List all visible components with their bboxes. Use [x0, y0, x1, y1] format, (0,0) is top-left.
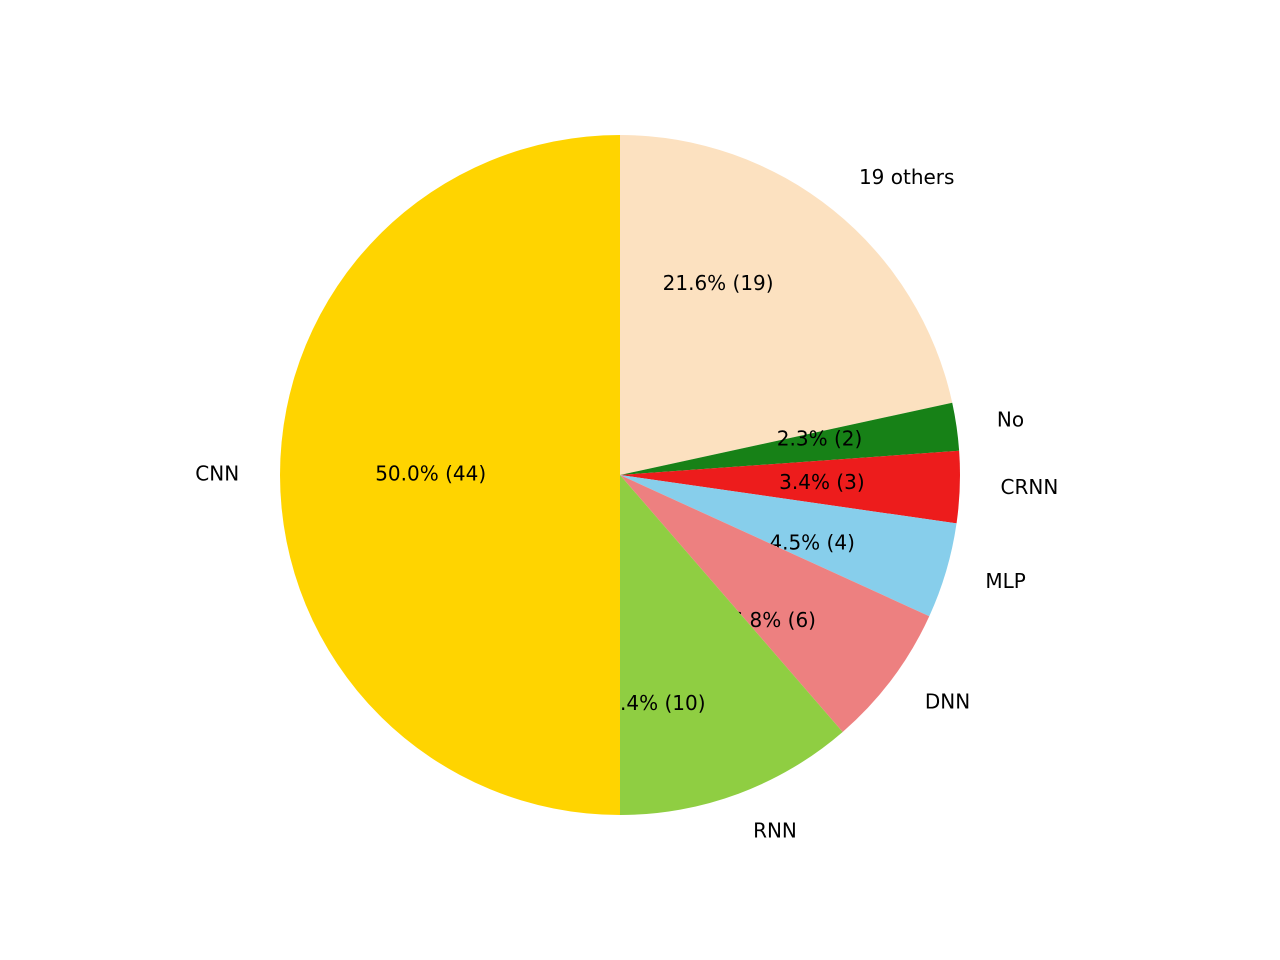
slice-value-label: 50.0% (44) [375, 462, 486, 486]
slice-category-label: RNN [753, 818, 797, 842]
pie-chart: 21.6% (19) 19 others 2.3% (2) No 3.4% (3) CRN… [0, 0, 1280, 960]
slice-category-label: CNN [195, 462, 239, 486]
slice-value-label: 21.6% (19) [663, 271, 774, 295]
slice-value-label: 2.3% (2) [777, 427, 863, 451]
slice-category-label: No [997, 407, 1024, 431]
slice-category-label: DNN [925, 690, 970, 714]
slice-value-label: 3.4% (3) [779, 470, 865, 494]
slice-category-label: MLP [985, 569, 1025, 593]
slice-category-label: 19 others [859, 165, 955, 189]
slice-category-label: CRNN [1001, 475, 1059, 499]
